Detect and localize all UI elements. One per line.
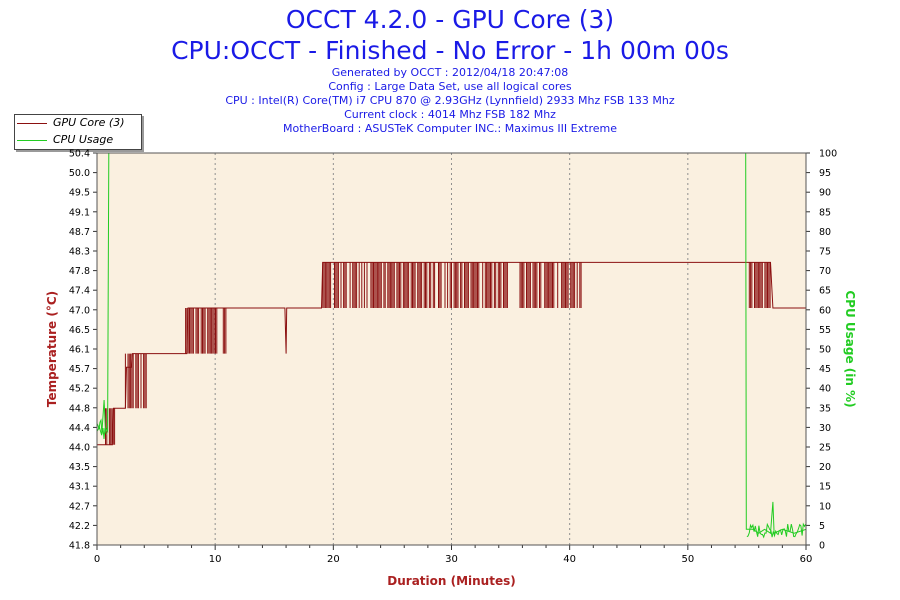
info-clock: Current clock : 4014 Mhz FSB 182 Mhz (344, 108, 556, 121)
series-burst-gpu-core (185, 308, 227, 354)
y-right-tick-label: 80 (819, 227, 831, 238)
y-axis-left-title: Temperature (°C) (45, 291, 59, 407)
y-left-tick-label: 49.1 (69, 207, 90, 218)
info-motherboard: MotherBoard : ASUSTeK Computer INC.: Max… (283, 122, 617, 135)
y-right-tick-label: 100 (819, 149, 837, 160)
legend-label-cpu-usage: CPU Usage (53, 133, 114, 146)
y-left-tick-label: 47.0 (69, 305, 90, 316)
y-left-tick-label: 42.2 (69, 521, 90, 532)
x-tick-label: 40 (563, 554, 576, 565)
x-tick-label: 50 (681, 554, 694, 565)
y-left-tick-label: 47.8 (69, 266, 90, 277)
chart-header: OCCT 4.2.0 - GPU Core (3) CPU:OCCT - Fin… (0, 4, 900, 136)
y-left-tick-label: 44.8 (69, 403, 90, 414)
y-right-tick-label: 90 (819, 188, 831, 199)
info-generated: Generated by OCCT : 2012/04/18 20:47:08 (331, 66, 569, 79)
y-right-tick-label: 95 (819, 168, 831, 179)
y-left-tick-label: 46.5 (69, 325, 90, 336)
series-burst-gpu-core (322, 262, 508, 308)
series-burst-gpu-core (748, 262, 771, 308)
y-left-tick-label: 44.4 (69, 423, 90, 434)
y-right-tick-label: 75 (819, 247, 831, 258)
y-left-tick-label: 41.8 (69, 541, 90, 552)
info-cpu: CPU : Intel(R) Core(TM) i7 CPU 870 @ 2.9… (225, 94, 675, 107)
y-right-tick-label: 60 (819, 305, 831, 316)
y-left-tick-label: 45.2 (69, 384, 90, 395)
chart-title: OCCT 4.2.0 - GPU Core (3) (285, 5, 615, 34)
y-right-tick-label: 55 (819, 325, 831, 336)
info-config: Config : Large Data Set, use all logical… (328, 80, 572, 93)
y-right-tick-label: 0 (819, 541, 825, 552)
y-left-tick-label: 46.1 (69, 345, 90, 356)
y-right-tick-label: 10 (819, 501, 831, 512)
x-tick-label: 30 (445, 554, 458, 565)
y-right-tick-label: 25 (819, 443, 831, 454)
y-right-tick-label: 85 (819, 207, 831, 218)
y-right-tick-label: 45 (819, 364, 831, 375)
x-tick-label: 10 (209, 554, 222, 565)
y-right-tick-label: 35 (819, 403, 831, 414)
series-burst-gpu-core (124, 353, 147, 409)
legend-swatch-gpu-core (17, 122, 47, 124)
y-right-tick-label: 5 (819, 521, 825, 532)
legend-item-cpu-usage: CPU Usage (17, 133, 113, 149)
y-left-tick-label: 47.4 (69, 286, 90, 297)
legend-swatch-cpu-usage (17, 139, 47, 141)
x-tick-label: 20 (327, 554, 340, 565)
legend-label-gpu-core: GPU Core (3) (53, 116, 125, 129)
y-right-tick-label: 65 (819, 286, 831, 297)
y-right-tick-label: 30 (819, 423, 831, 434)
legend: GPU Core (3) CPU Usage (14, 114, 142, 150)
plot-border (96, 152, 807, 546)
y-left-tick-label: 50.0 (69, 168, 90, 179)
y-axis-right-title: CPU Usage (in %) (843, 290, 857, 407)
y-left-tick-label: 45.7 (69, 364, 90, 375)
y-right-tick-label: 50 (819, 345, 831, 356)
chart-subtitle: CPU:OCCT - Finished - No Error - 1h 00m … (171, 36, 729, 65)
x-axis-title: Duration (Minutes) (387, 574, 515, 588)
y-left-tick-label: 42.7 (69, 501, 90, 512)
series-burst-gpu-core (519, 262, 582, 308)
y-left-tick-label: 43.1 (69, 482, 90, 493)
y-right-tick-label: 20 (819, 462, 831, 473)
y-left-tick-label: 48.3 (69, 247, 90, 258)
y-left-tick-label: 48.7 (69, 227, 90, 238)
x-tick-label: 60 (800, 554, 813, 565)
legend-item-gpu-core: GPU Core (3) (17, 116, 124, 132)
x-tick-label: 0 (94, 554, 100, 565)
series-noise-cpu-usage-start (97, 418, 108, 439)
y-left-tick-label: 49.5 (69, 188, 90, 199)
y-right-tick-label: 70 (819, 266, 831, 277)
y-left-tick-label: 43.5 (69, 462, 90, 473)
y-left-tick-label: 50.4 (69, 149, 90, 160)
y-right-tick-label: 40 (819, 384, 831, 395)
series-noise-cpu-usage (746, 522, 806, 539)
y-left-tick-label: 44.0 (69, 443, 90, 454)
y-right-tick-label: 15 (819, 482, 831, 493)
